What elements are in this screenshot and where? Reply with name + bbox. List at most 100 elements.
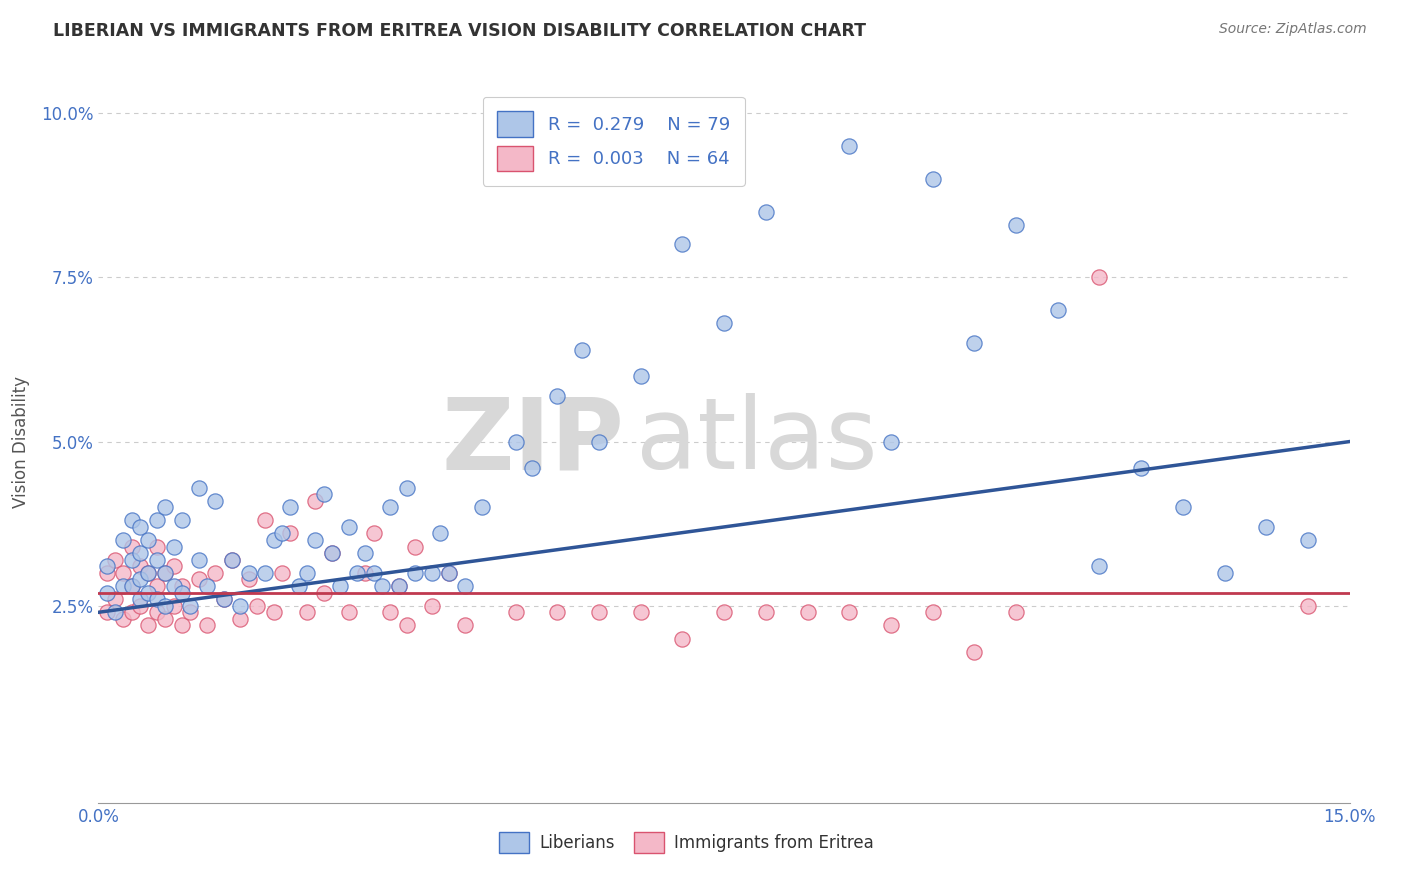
- Point: [312, 487, 335, 501]
- Point: [1005, 218, 1028, 232]
- Point: [1213, 566, 1236, 580]
- Point: [505, 434, 527, 449]
- Point: [1005, 605, 1028, 619]
- Point: [121, 553, 143, 567]
- Point: [254, 566, 277, 580]
- Point: [471, 500, 494, 515]
- Point: [212, 592, 235, 607]
- Point: [238, 566, 260, 580]
- Point: [921, 171, 943, 186]
- Point: [96, 585, 118, 599]
- Point: [454, 579, 477, 593]
- Point: [221, 553, 243, 567]
- Point: [212, 592, 235, 607]
- Point: [454, 618, 477, 632]
- Point: [346, 566, 368, 580]
- Point: [170, 618, 193, 632]
- Point: [146, 553, 169, 567]
- Point: [204, 566, 226, 580]
- Point: [304, 493, 326, 508]
- Text: atlas: atlas: [637, 393, 879, 490]
- Point: [146, 513, 169, 527]
- Point: [295, 566, 318, 580]
- Point: [880, 618, 903, 632]
- Point: [337, 520, 360, 534]
- Point: [238, 573, 260, 587]
- Point: [229, 612, 252, 626]
- Text: Source: ZipAtlas.com: Source: ZipAtlas.com: [1219, 22, 1367, 37]
- Point: [170, 579, 193, 593]
- Point: [420, 599, 443, 613]
- Point: [337, 605, 360, 619]
- Point: [254, 513, 277, 527]
- Point: [671, 237, 693, 252]
- Point: [755, 605, 778, 619]
- Point: [146, 605, 169, 619]
- Point: [129, 592, 152, 607]
- Point: [380, 500, 402, 515]
- Point: [271, 566, 294, 580]
- Point: [796, 605, 818, 619]
- Point: [396, 618, 419, 632]
- Point: [263, 605, 285, 619]
- Point: [121, 579, 143, 593]
- Legend: Liberians, Immigrants from Eritrea: Liberians, Immigrants from Eritrea: [492, 826, 880, 860]
- Point: [571, 343, 593, 357]
- Point: [153, 612, 176, 626]
- Point: [96, 559, 118, 574]
- Point: [187, 553, 209, 567]
- Point: [630, 605, 652, 619]
- Point: [138, 585, 160, 599]
- Point: [246, 599, 269, 613]
- Point: [321, 546, 343, 560]
- Point: [146, 540, 169, 554]
- Point: [121, 513, 143, 527]
- Point: [129, 599, 152, 613]
- Point: [129, 546, 152, 560]
- Point: [371, 579, 394, 593]
- Point: [146, 592, 169, 607]
- Point: [363, 566, 385, 580]
- Point: [96, 566, 118, 580]
- Point: [388, 579, 411, 593]
- Point: [112, 566, 135, 580]
- Point: [138, 533, 160, 547]
- Point: [278, 526, 301, 541]
- Point: [713, 316, 735, 330]
- Point: [153, 566, 176, 580]
- Point: [1171, 500, 1194, 515]
- Point: [104, 605, 127, 619]
- Point: [195, 618, 218, 632]
- Point: [1088, 270, 1111, 285]
- Point: [713, 605, 735, 619]
- Point: [630, 368, 652, 383]
- Point: [162, 579, 184, 593]
- Point: [179, 605, 201, 619]
- Point: [388, 579, 411, 593]
- Point: [420, 566, 443, 580]
- Point: [170, 513, 193, 527]
- Point: [138, 566, 160, 580]
- Point: [121, 540, 143, 554]
- Point: [104, 553, 127, 567]
- Text: LIBERIAN VS IMMIGRANTS FROM ERITREA VISION DISABILITY CORRELATION CHART: LIBERIAN VS IMMIGRANTS FROM ERITREA VISI…: [53, 22, 866, 40]
- Point: [162, 540, 184, 554]
- Point: [1256, 520, 1278, 534]
- Point: [129, 559, 152, 574]
- Point: [153, 566, 176, 580]
- Point: [963, 645, 986, 659]
- Point: [112, 533, 135, 547]
- Point: [204, 493, 226, 508]
- Point: [437, 566, 460, 580]
- Text: ZIP: ZIP: [441, 393, 624, 490]
- Point: [588, 605, 610, 619]
- Point: [112, 579, 135, 593]
- Point: [112, 612, 135, 626]
- Point: [162, 599, 184, 613]
- Point: [304, 533, 326, 547]
- Point: [838, 139, 860, 153]
- Point: [295, 605, 318, 619]
- Point: [671, 632, 693, 646]
- Point: [329, 579, 352, 593]
- Point: [229, 599, 252, 613]
